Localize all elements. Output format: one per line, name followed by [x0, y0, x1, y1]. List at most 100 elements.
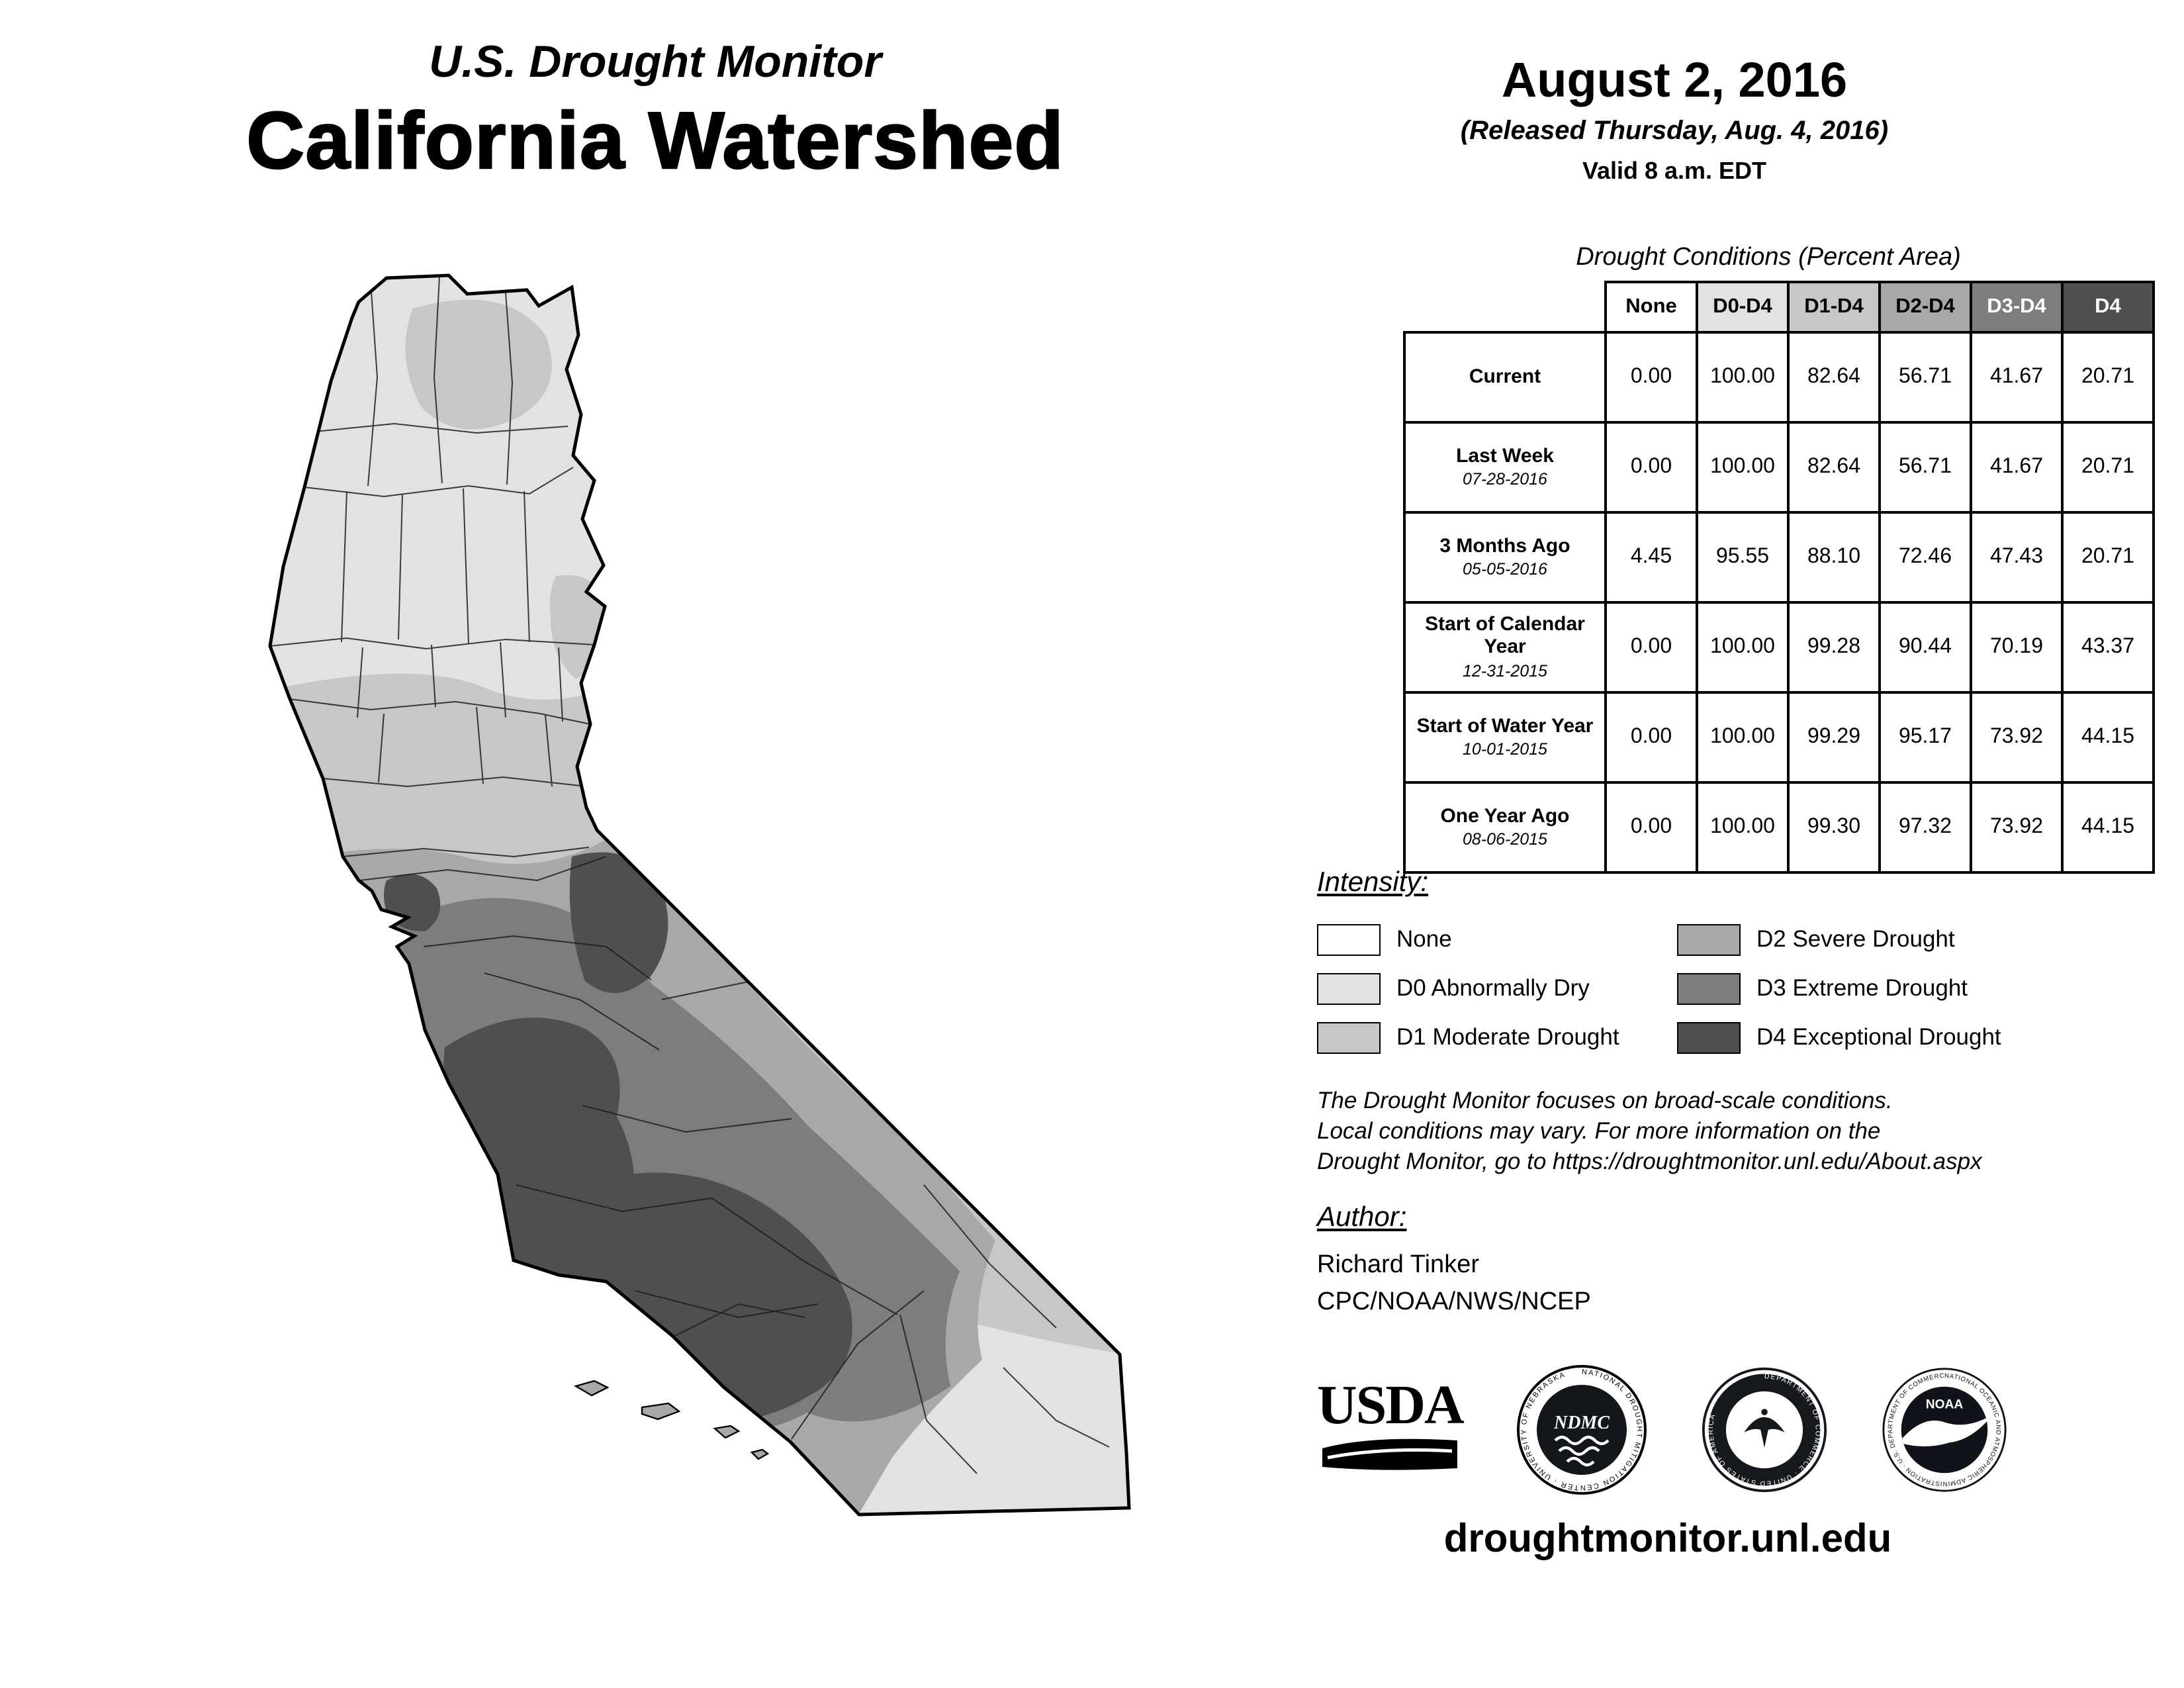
percent-cell: 100.00: [1696, 601, 1790, 694]
percent-cell: 43.37: [2061, 601, 2155, 694]
report-date: August 2, 2016: [1501, 53, 1848, 107]
percent-cell: 73.92: [1970, 691, 2064, 784]
map-region-d4-foothills: [569, 852, 668, 994]
percent-cell: 99.30: [1787, 781, 1881, 874]
column-header-none: None: [1604, 281, 1698, 334]
percent-cell: 95.55: [1696, 511, 1790, 604]
row-label: Current: [1469, 365, 1541, 388]
legend-item-d2: D2 Severe Drought: [1677, 923, 2114, 955]
table-row: Current 0.00 100.00 82.64 56.71 41.67 20…: [1403, 331, 2155, 424]
table-row: Last Week 07-28-2016 0.00 100.00 82.64 5…: [1403, 421, 2155, 514]
row-date: 12-31-2015: [1463, 661, 1547, 680]
percent-cell: 56.71: [1878, 421, 1972, 514]
percent-cell: 0.00: [1604, 601, 1698, 694]
row-header-start-calendar-year: Start of Calendar Year 12-31-2015: [1403, 601, 1607, 694]
percent-cell: 100.00: [1696, 421, 1790, 514]
percent-cell: 0.00: [1604, 331, 1698, 424]
percent-cell: 20.71: [2061, 421, 2155, 514]
title-block: U.S. Drought Monitor California Watershe…: [199, 37, 1112, 187]
percent-cell: 88.10: [1787, 511, 1881, 604]
disclaimer-line: Drought Monitor, go to https://droughtmo…: [1317, 1148, 1982, 1175]
table-row: 3 Months Ago 05-05-2016 4.45 95.55 88.10…: [1403, 511, 2155, 604]
percent-cell: 20.71: [2061, 331, 2155, 424]
ndmc-logo: NATIONAL DROUGHT MITIGATION CENTER · UNI…: [1517, 1365, 1647, 1495]
row-header-3-months-ago: 3 Months Ago 05-05-2016: [1403, 511, 1607, 604]
author-name: Richard Tinker: [1317, 1251, 1479, 1279]
percent-cell: 47.43: [1970, 511, 2064, 604]
percent-cell: 56.71: [1878, 331, 1972, 424]
usda-logo: USDA: [1317, 1375, 1465, 1479]
disclaimer: The Drought Monitor focuses on broad-sca…: [1317, 1086, 2085, 1178]
percent-cell: 72.46: [1878, 511, 1972, 604]
table-header-row: None D0-D4 D1-D4 D2-D4 D3-D4 D4: [1404, 281, 2155, 334]
legend-swatch-none: [1317, 923, 1381, 955]
legend-label: None: [1396, 925, 1452, 952]
percent-cell: 73.92: [1970, 781, 2064, 874]
usda-swoosh-icon: [1322, 1439, 1457, 1471]
table-caption: Drought Conditions (Percent Area): [1576, 244, 1961, 271]
map-region-d1-north-patch: [405, 299, 552, 430]
disclaimer-line: The Drought Monitor focuses on broad-sca…: [1317, 1087, 1893, 1113]
legend-swatch-d3: [1677, 972, 1741, 1004]
percent-cell: 44.15: [2061, 781, 2155, 874]
legend-swatch-d1: [1317, 1021, 1381, 1053]
row-date: 10-01-2015: [1463, 740, 1547, 759]
report-kicker: U.S. Drought Monitor: [429, 37, 882, 87]
row-header-one-year-ago: One Year Ago 08-06-2015: [1403, 781, 1607, 874]
percent-cell: 100.00: [1696, 331, 1790, 424]
percent-cell: 41.67: [1970, 331, 2064, 424]
percent-cell: 70.19: [1970, 601, 2064, 694]
percent-cell: 100.00: [1696, 691, 1790, 784]
agency-logos: USDA NATIONAL DROUGHT MITIGATION CENTER …: [1317, 1364, 2008, 1496]
ndmc-logo-text: NDMC: [1553, 1413, 1610, 1433]
column-header-d1d4: D1-D4: [1787, 281, 1881, 334]
percent-cell: 0.00: [1604, 691, 1698, 784]
legend-heading: Intensity:: [1317, 867, 1429, 898]
row-label: Last Week: [1456, 444, 1554, 467]
row-header-start-water-year: Start of Water Year 10-01-2015: [1403, 691, 1607, 784]
percent-cell: 20.71: [2061, 511, 2155, 604]
column-header-d3d4: D3-D4: [1970, 281, 2064, 334]
author-org: CPC/NOAA/NWS/NCEP: [1317, 1288, 1591, 1316]
date-block: August 2, 2016 (Released Thursday, Aug. …: [1377, 53, 1972, 185]
percent-cell: 82.64: [1787, 421, 1881, 514]
table-row: Start of Water Year 10-01-2015 0.00 100.…: [1403, 691, 2155, 784]
row-date: 07-28-2016: [1463, 470, 1547, 489]
percent-cell: 99.29: [1787, 691, 1881, 784]
released-date: (Released Thursday, Aug. 4, 2016): [1460, 117, 1889, 146]
legend-swatch-d4: [1677, 1021, 1741, 1053]
row-label: Start of Water Year: [1416, 714, 1594, 737]
county-boundaries: [270, 276, 1110, 1474]
percent-cell: 0.00: [1604, 421, 1698, 514]
percent-cell: 97.32: [1878, 781, 1972, 874]
legend-item-d1: D1 Moderate Drought: [1317, 1021, 1677, 1053]
site-url: droughtmonitor.unl.edu: [1443, 1517, 1892, 1561]
legend-item-d3: D3 Extreme Drought: [1677, 972, 2114, 1004]
column-header-d4: D4: [2061, 281, 2155, 334]
author-block: Author: Richard Tinker CPC/NOAA/NWS/NCEP: [1317, 1202, 1591, 1320]
percent-cell: 44.15: [2061, 691, 2155, 784]
disclaimer-line: Local conditions may vary. For more info…: [1317, 1117, 1881, 1145]
table-row: Start of Calendar Year 12-31-2015 0.00 1…: [1403, 601, 2155, 694]
legend-label: D2 Severe Drought: [1756, 925, 1955, 952]
usda-logo-text: USDA: [1317, 1375, 1465, 1436]
noaa-logo: NATIONAL OCEANIC AND ATMOSPHERIC ADMINIS…: [1881, 1366, 2007, 1492]
table-row: One Year Ago 08-06-2015 0.00 100.00 99.3…: [1403, 781, 2155, 874]
percent-cell: 99.28: [1787, 601, 1881, 694]
valid-time: Valid 8 a.m. EDT: [1582, 158, 1767, 184]
legend-item-d4: D4 Exceptional Drought: [1677, 1021, 2114, 1053]
legend-label: D4 Exceptional Drought: [1756, 1023, 2001, 1050]
table-corner-cell: [1404, 282, 1606, 332]
legend-swatch-d0: [1317, 972, 1381, 1004]
drought-conditions-table: None D0-D4 D1-D4 D2-D4 D3-D4 D4 Current …: [1403, 281, 2155, 874]
row-date: 08-06-2015: [1463, 830, 1547, 849]
row-label: One Year Ago: [1440, 804, 1570, 827]
legend-swatch-d2: [1677, 923, 1741, 955]
california-watershed-map: [185, 258, 1178, 1569]
row-header-current: Current: [1403, 331, 1607, 424]
percent-cell: 4.45: [1604, 511, 1698, 604]
legend-label: D3 Extreme Drought: [1756, 974, 1968, 1001]
noaa-logo-text: NOAA: [1926, 1397, 1964, 1411]
commerce-eagle-icon: [1744, 1417, 1785, 1448]
